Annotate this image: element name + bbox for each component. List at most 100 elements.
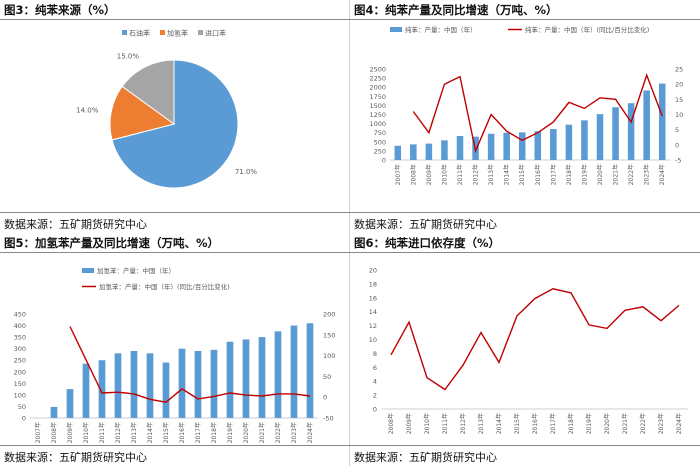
legend-label: 进口苯 (205, 29, 226, 38)
bar (146, 353, 154, 418)
bar (518, 132, 526, 160)
panel-fig4: 图4：纯苯产量及同比增速（万吨、%） 纯苯：产量：中国（年） 纯苯：产量：中国（年… (350, 0, 700, 233)
title-rule (0, 19, 350, 20)
bar (178, 348, 186, 418)
x-tick-label: 2018年 (210, 422, 218, 443)
y-tick-label: 2500 (369, 66, 386, 74)
bar (596, 114, 604, 160)
legend-swatch (82, 268, 94, 273)
y2-tick-label: 0 (675, 141, 679, 149)
y-tick-label: 0 (373, 406, 377, 414)
x-tick-label: 2018年 (567, 413, 575, 434)
x-tick-label: 2016年 (178, 422, 186, 443)
line-series (412, 73, 663, 154)
bar (226, 341, 234, 418)
x-tick-label: 2022年 (274, 422, 282, 443)
bar (82, 363, 90, 418)
panel-divider (349, 0, 350, 466)
bar (643, 90, 650, 160)
x-tick-label: 2011年 (456, 164, 464, 185)
pie-slice (121, 59, 175, 125)
x-tick-label: 2017年 (549, 164, 557, 185)
y2-tick-label: 25 (675, 66, 683, 74)
bar (114, 353, 122, 418)
line-series (390, 288, 680, 391)
bar (290, 325, 298, 418)
y2-tick-label: 100 (323, 352, 335, 360)
bar (274, 331, 282, 418)
slice-label: 15.0% (117, 52, 140, 60)
y-tick-label: 100 (14, 391, 26, 399)
bar (487, 133, 495, 160)
bar-line-chart: 加氢苯：产量：中国（年） 加氢苯：产量：中国（年）(同比/百分比变化) 0 50 100… (14, 266, 336, 443)
bar (50, 406, 58, 418)
y-tick-label: 750 (374, 129, 386, 137)
y-tick-label: 350 (14, 334, 26, 342)
y-tick-label: 200 (14, 368, 26, 376)
legend-swatch (160, 30, 165, 35)
bar (194, 350, 202, 418)
x-tick-label: 2016年 (531, 413, 539, 434)
y-tick-label: 0 (382, 157, 386, 165)
line-series (69, 326, 311, 403)
x-tick-label: 2021年 (612, 164, 620, 185)
bar (410, 144, 417, 160)
legend-swatch (390, 27, 402, 32)
y2-tick-label: 150 (323, 331, 335, 339)
x-tick-label: 2014年 (146, 422, 154, 443)
bar (66, 389, 74, 418)
x-tick-label: 2015年 (162, 422, 170, 443)
y2-tick-label: 0 (323, 394, 327, 402)
y2-tick-label: 200 (323, 311, 335, 319)
x-tick-label: 2008年 (50, 422, 58, 443)
source-rule (350, 445, 700, 446)
slice-label: 14.0% (76, 107, 99, 115)
source-note: 数据来源：五矿期货研究中心 (354, 218, 497, 231)
y-tick-label: 250 (374, 147, 386, 155)
y-tick-label: 2250 (369, 75, 386, 83)
x-tick-label: 2007年 (34, 422, 42, 443)
x-tick-label: 2019年 (585, 413, 593, 434)
title-rule (0, 252, 350, 253)
y2-tick-label: 10 (675, 111, 683, 119)
pie-chart: 石油苯 加氢苯 进口苯 71.0% 14.0% 15.0% (76, 29, 258, 189)
x-tick-label: 2009年 (425, 164, 433, 185)
source-rule (350, 212, 700, 213)
y2-tick-label: -5 (675, 157, 681, 165)
chart-title: 图5：加氢苯产量及同比增速（万吨、%） (4, 236, 220, 250)
x-tick-label: 2012年 (459, 413, 467, 434)
x-tick-label: 2009年 (405, 413, 413, 434)
bar (627, 103, 635, 160)
x-tick-label: 2013年 (130, 422, 138, 443)
x-tick-label: 2015年 (513, 413, 521, 434)
bar (394, 145, 402, 160)
legend-label: 纯苯：产量：中国（年）(同比/百分比变化) (525, 25, 649, 34)
bar (306, 323, 314, 418)
x-tick-label: 2011年 (441, 413, 449, 434)
y-tick-label: 16 (369, 294, 377, 302)
x-tick-label: 2024年 (658, 164, 666, 185)
legend-label: 加氢苯：产量：中国（年） (97, 266, 175, 275)
bar (441, 140, 448, 160)
bar (456, 135, 464, 160)
chart-title: 图6：纯苯进口依存度（%） (354, 236, 501, 250)
x-tick-label: 2010年 (440, 164, 448, 185)
legend-label: 加氢苯 (167, 29, 188, 38)
x-tick-label: 2022年 (627, 164, 635, 185)
slice-label: 71.0% (235, 168, 258, 176)
legend-label: 加氢苯：产量：中国（年）(同比/百分比变化) (99, 282, 230, 291)
source-note: 数据来源：五矿期货研究中心 (354, 451, 497, 464)
y-tick-label: 4 (373, 378, 377, 386)
y-tick-label: 14 (369, 308, 377, 316)
pie-slice (111, 59, 239, 189)
x-tick-label: 2023年 (643, 164, 651, 185)
y2-tick-label: 5 (675, 126, 679, 134)
x-tick-label: 2019年 (226, 422, 234, 443)
x-tick-label: 2018年 (565, 164, 573, 185)
source-note: 数据来源：五矿期货研究中心 (4, 451, 147, 464)
x-tick-label: 2020年 (596, 164, 604, 185)
line-chart: 0 2 4 6 8 10 12 14 16 18 20 2008年 2009年 2010年 2011年 201… (369, 267, 688, 434)
x-tick-label: 2016年 (534, 164, 542, 185)
x-tick-label: 2022年 (639, 413, 647, 434)
title-rule (350, 19, 700, 20)
